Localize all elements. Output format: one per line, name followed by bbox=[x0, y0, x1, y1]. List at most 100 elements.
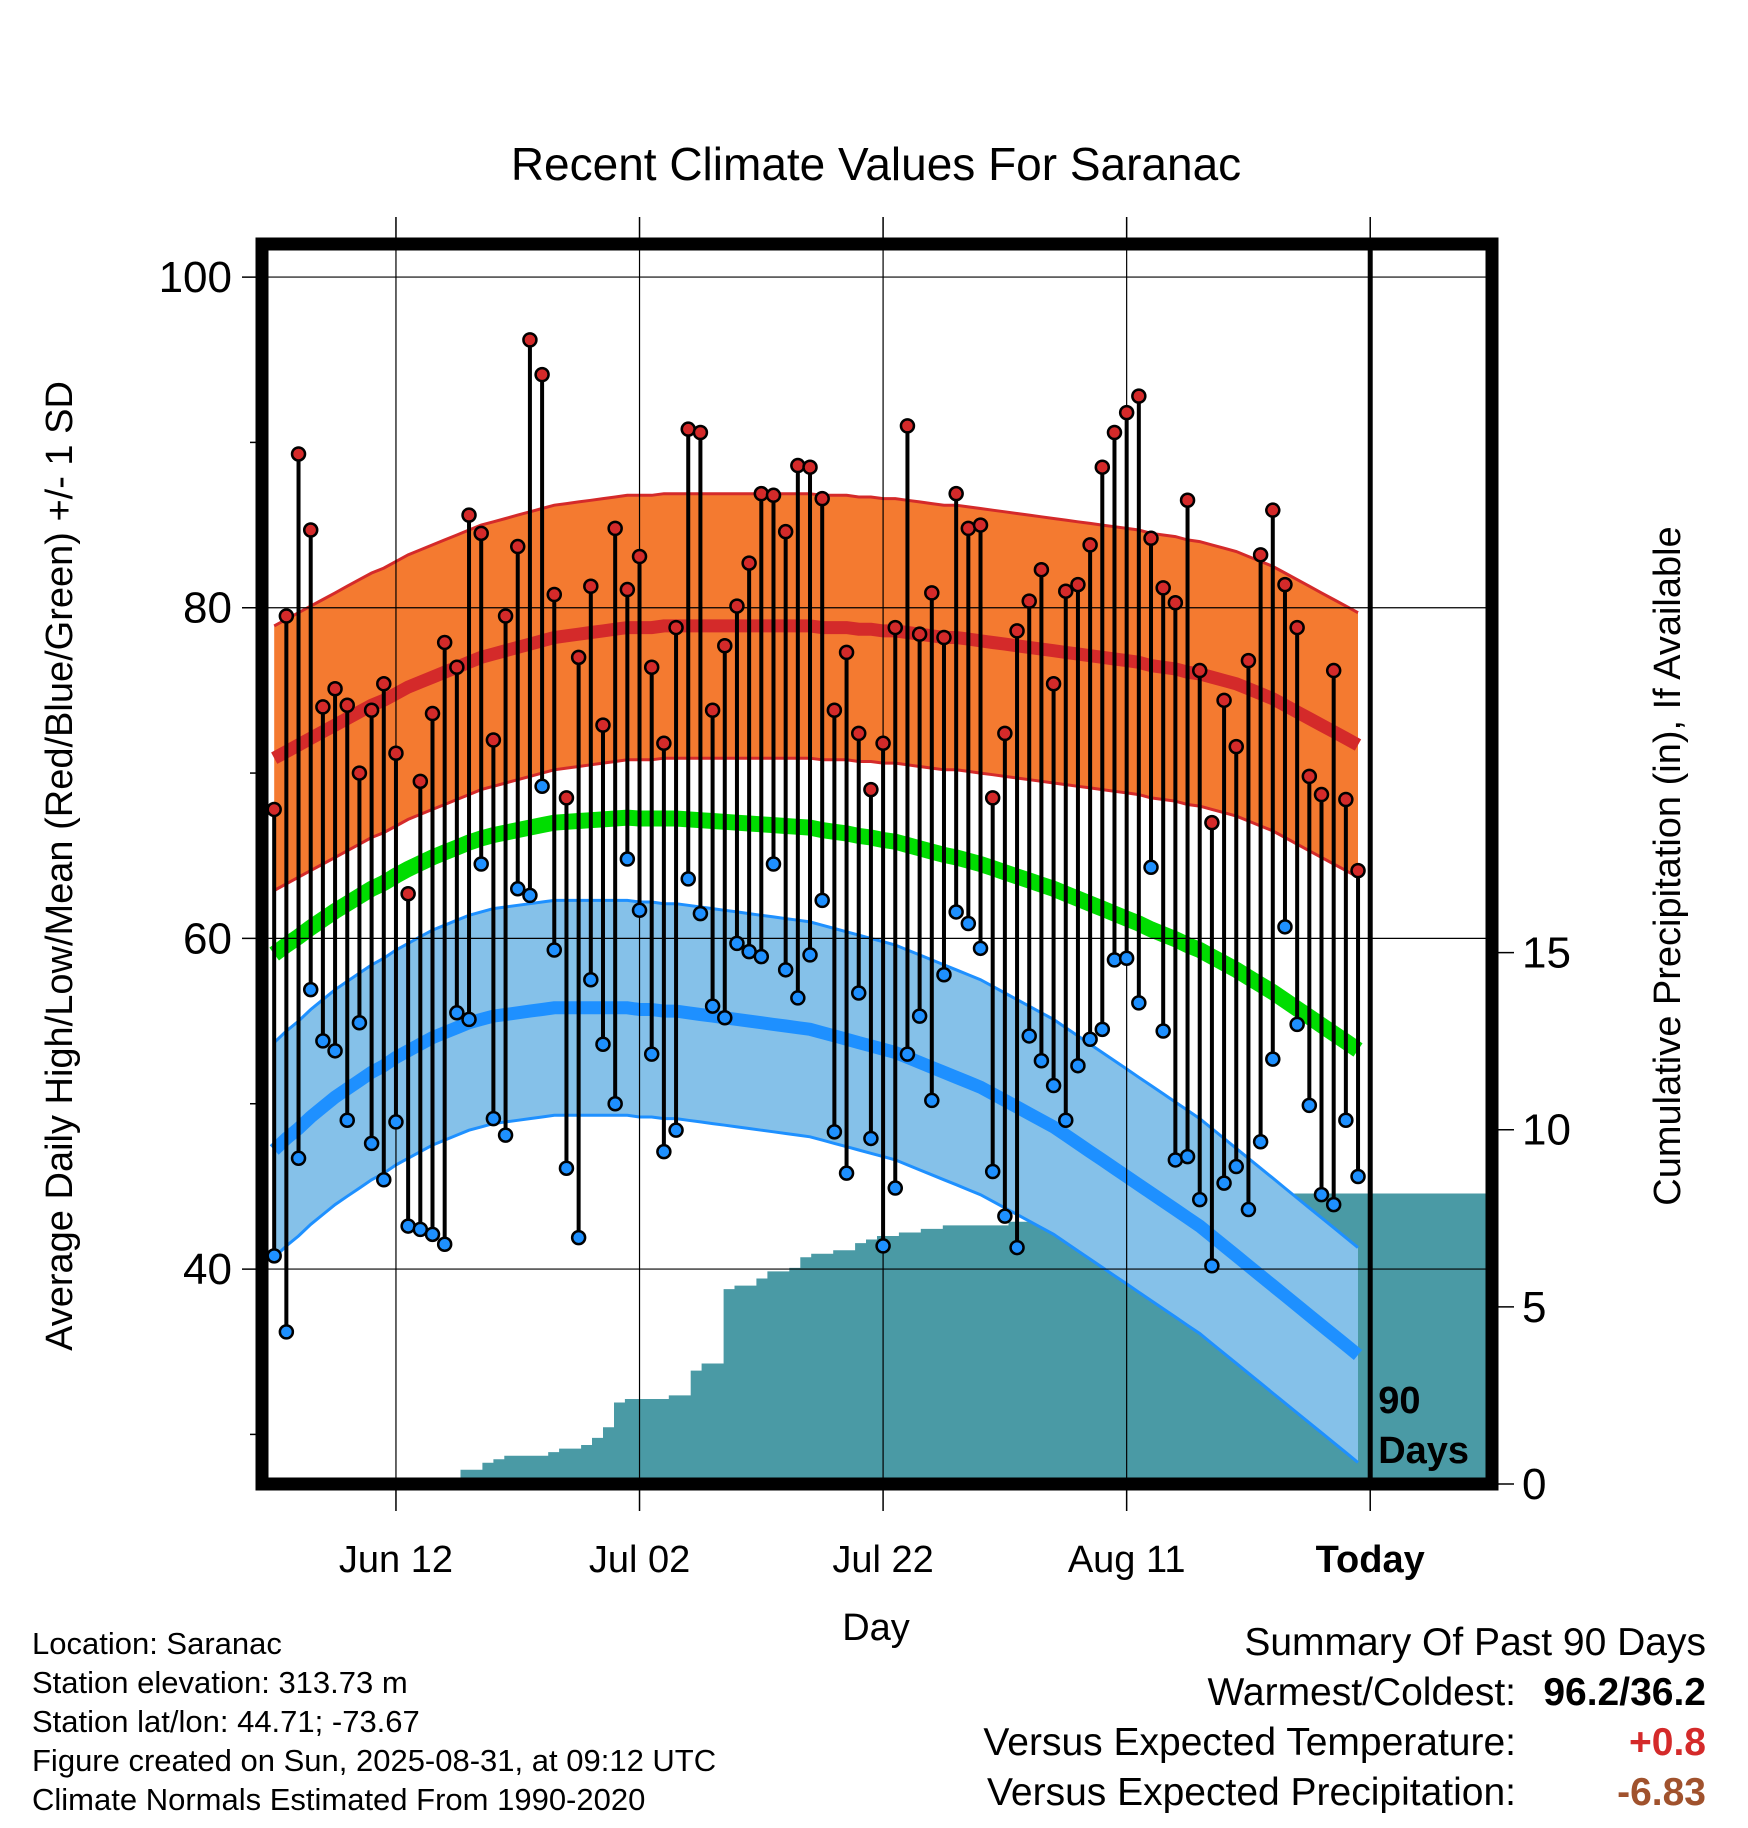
obs-high-point bbox=[911, 626, 928, 642]
obs-low-point bbox=[704, 998, 721, 1014]
obs-high-point bbox=[899, 418, 916, 434]
obs-low-point bbox=[473, 856, 489, 872]
obs-high-point bbox=[509, 538, 526, 555]
obs-low-point bbox=[717, 1010, 733, 1026]
chart-title: Recent Climate Values For Saranac bbox=[511, 138, 1241, 190]
y2-tick-label: 5 bbox=[1522, 1283, 1546, 1332]
obs-low-point bbox=[1033, 1052, 1050, 1069]
y2-tick-label: 0 bbox=[1522, 1460, 1546, 1509]
obs-high-point bbox=[1009, 623, 1025, 639]
obs-low-point bbox=[607, 1095, 623, 1112]
obs-low-point bbox=[1143, 859, 1159, 876]
obs-low-point bbox=[424, 1226, 441, 1243]
warm-cold-label: Warmest/Coldest: bbox=[1207, 1671, 1516, 1714]
obs-high-point bbox=[972, 517, 989, 533]
obs-high-point bbox=[936, 629, 952, 646]
normal-low-line bbox=[269, 1001, 1363, 1361]
obs-high-point bbox=[339, 697, 355, 714]
obs-low-point bbox=[1179, 1148, 1196, 1165]
obs-high-point bbox=[863, 781, 879, 798]
obs-high-point bbox=[1082, 537, 1098, 553]
obs-low-point bbox=[388, 1114, 404, 1130]
created-text: Figure created on Sun, 2025-08-31, at 09… bbox=[32, 1743, 717, 1778]
precip-label: Versus Expected Precipitation: bbox=[987, 1771, 1516, 1814]
obs-high-point bbox=[534, 366, 550, 383]
obs-low-point bbox=[376, 1172, 392, 1188]
location-text: Location: Saranac bbox=[32, 1626, 282, 1661]
y-tick-label: 80 bbox=[183, 584, 232, 633]
obs-low-point bbox=[1082, 1031, 1098, 1048]
obs-high-point bbox=[1313, 786, 1330, 803]
obs-high-point bbox=[1228, 738, 1245, 755]
obs-high-point bbox=[1191, 662, 1208, 679]
obs-high-point bbox=[412, 773, 429, 790]
obs-high-point bbox=[583, 578, 599, 594]
obs-low-point bbox=[595, 1036, 611, 1052]
obs-high-point bbox=[777, 523, 794, 540]
obs-low-point bbox=[1058, 1112, 1074, 1129]
obs-high-point bbox=[619, 581, 636, 598]
low-lower-edge bbox=[273, 1113, 1359, 1464]
obs-low-point bbox=[656, 1143, 672, 1160]
obs-low-point bbox=[777, 962, 794, 978]
obs-low-point bbox=[790, 990, 806, 1006]
obs-low-point bbox=[485, 1110, 502, 1127]
obs-low-point bbox=[1216, 1175, 1232, 1191]
obs-low-point bbox=[1265, 1051, 1281, 1067]
obs-high-point bbox=[315, 699, 331, 715]
obs-high-point bbox=[1204, 814, 1220, 831]
obs-high-point bbox=[485, 732, 502, 748]
obs-low-point bbox=[449, 1005, 465, 1021]
obs-high-point bbox=[1179, 492, 1196, 509]
x-tick-label: Today bbox=[1316, 1539, 1425, 1581]
obs-high-point bbox=[1216, 692, 1232, 709]
obs-high-point bbox=[1325, 662, 1342, 679]
obs-high-point bbox=[838, 644, 855, 661]
obs-high-point bbox=[351, 765, 368, 781]
summary-panel: Summary Of Past 90 Days Warmest/Coldest:… bbox=[983, 1618, 1706, 1818]
y-tick-label: 40 bbox=[183, 1245, 232, 1294]
obs-high-point bbox=[290, 446, 307, 462]
obs-low-point bbox=[278, 1324, 295, 1340]
obs-low-point bbox=[1045, 1077, 1062, 1094]
obs-high-point bbox=[1021, 593, 1037, 609]
obs-low-point bbox=[863, 1130, 879, 1147]
obs-low-point bbox=[1021, 1028, 1037, 1044]
obs-low-point bbox=[765, 856, 782, 872]
obs-high-point bbox=[1338, 791, 1354, 808]
obs-high-point bbox=[570, 649, 587, 666]
obs-high-point bbox=[984, 790, 1001, 806]
obs-low-point bbox=[302, 981, 319, 998]
obs-high-point bbox=[741, 555, 757, 571]
obs-high-point bbox=[302, 522, 319, 538]
x-tick-label: Jun 12 bbox=[339, 1539, 453, 1581]
temp-label: Versus Expected Temperature: bbox=[983, 1721, 1516, 1764]
obs-low-point bbox=[315, 1033, 331, 1049]
obs-high-point bbox=[376, 676, 392, 692]
y2-tick-label: 10 bbox=[1522, 1106, 1571, 1155]
obs-high-point bbox=[1167, 595, 1184, 611]
obs-low-point bbox=[924, 1092, 940, 1109]
obs-high-point bbox=[1240, 652, 1257, 669]
obs-low-point bbox=[1191, 1191, 1208, 1208]
summary-warm-cold: Warmest/Coldest: 96.2/36.2 bbox=[983, 1668, 1706, 1718]
obs-high-point bbox=[1143, 530, 1159, 547]
obs-high-point bbox=[473, 525, 489, 542]
x-tick-label: Jul 22 bbox=[832, 1539, 933, 1581]
obs-high-point bbox=[668, 619, 684, 636]
elevation-text: Station elevation: 313.73 m bbox=[32, 1665, 408, 1700]
obs-low-point bbox=[570, 1229, 587, 1246]
obs-low-point bbox=[1204, 1258, 1220, 1274]
obs-high-point bbox=[1033, 561, 1050, 578]
obs-high-point bbox=[436, 634, 453, 651]
obs-low-point bbox=[984, 1163, 1001, 1180]
obs-high-point bbox=[1289, 619, 1305, 636]
obs-low-point bbox=[936, 967, 952, 983]
obs-high-point bbox=[595, 717, 611, 733]
obs-low-point bbox=[887, 1180, 904, 1196]
obs-low-point bbox=[1301, 1097, 1318, 1114]
obs-low-point bbox=[826, 1124, 843, 1140]
latlon-text: Station lat/lon: 44.71; -73.67 bbox=[32, 1704, 420, 1739]
obs-high-point bbox=[729, 598, 745, 614]
obs-high-point bbox=[948, 485, 964, 502]
